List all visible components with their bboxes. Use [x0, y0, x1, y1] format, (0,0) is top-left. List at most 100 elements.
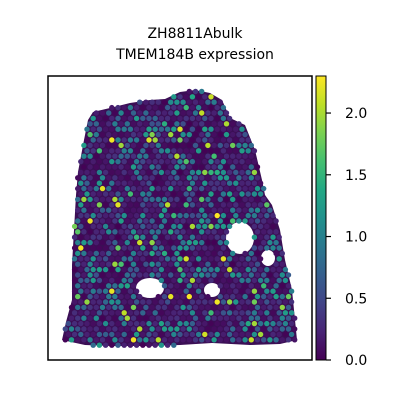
expression-spot	[124, 239, 130, 246]
expression-spot	[239, 169, 245, 176]
expression-spot	[189, 310, 196, 316]
expression-spot	[230, 304, 236, 311]
expression-spot	[205, 304, 211, 311]
expression-spot	[214, 266, 220, 273]
expression-spot	[208, 310, 214, 316]
expression-spot	[177, 245, 183, 251]
expression-spot	[186, 153, 192, 159]
expression-spot	[109, 115, 115, 122]
expression-spot	[264, 202, 270, 208]
expression-spot	[143, 207, 149, 213]
expression-spot	[177, 266, 183, 273]
expression-spot	[115, 180, 121, 186]
expression-spot	[242, 142, 248, 149]
expression-spot	[174, 293, 180, 300]
expression-spot	[186, 293, 192, 300]
expression-spot	[109, 331, 115, 338]
expression-spot	[118, 326, 124, 332]
expression-spot	[87, 283, 93, 289]
expression-spot	[208, 148, 214, 154]
expression-spot	[99, 131, 106, 138]
expression-spot	[214, 137, 220, 143]
expression-spot	[174, 326, 180, 332]
expression-spot	[115, 158, 121, 165]
expression-spot	[254, 272, 261, 278]
expression-spot	[217, 142, 223, 149]
expression-spot	[230, 164, 236, 170]
expression-spot	[164, 234, 171, 240]
expression-spot	[208, 331, 214, 338]
expression-spot	[124, 229, 130, 235]
expression-spot	[158, 310, 165, 316]
expression-spot	[133, 288, 140, 294]
expression-spot	[223, 250, 230, 257]
expression-spot	[189, 331, 196, 338]
expression-spot	[261, 196, 267, 203]
expression-spot	[208, 94, 214, 100]
expression-spot	[174, 315, 180, 321]
expression-spot	[285, 337, 292, 343]
expression-spot	[245, 148, 251, 154]
expression-spot	[127, 256, 134, 262]
expression-spot	[245, 137, 251, 143]
expression-spot	[186, 142, 192, 149]
expression-spot	[177, 115, 183, 122]
expression-spot	[99, 250, 106, 257]
expression-spot	[133, 310, 140, 316]
expression-spot	[180, 272, 186, 278]
expression-spot	[202, 331, 208, 338]
expression-spot	[192, 261, 199, 267]
expression-spot	[124, 164, 130, 170]
expression-spot	[106, 326, 112, 332]
expression-spot	[233, 310, 239, 316]
expression-spot	[199, 185, 205, 192]
expression-spot	[161, 315, 168, 321]
expression-spot	[177, 202, 183, 208]
expression-spot	[285, 283, 292, 289]
expression-spot	[62, 326, 68, 332]
expression-spot	[158, 169, 165, 176]
expression-spot	[75, 239, 81, 246]
expression-spot	[171, 191, 177, 197]
expression-spot	[177, 126, 183, 132]
expression-spot	[208, 137, 214, 143]
expression-spot	[121, 104, 127, 111]
expression-spot	[71, 266, 78, 273]
expression-spot	[124, 218, 130, 224]
expression-spot	[239, 158, 245, 165]
expression-spot	[112, 207, 118, 213]
expression-spot	[189, 115, 196, 122]
expression-spot	[239, 126, 245, 132]
expression-spot	[81, 315, 87, 321]
expression-spot	[161, 207, 168, 213]
expression-spot	[118, 261, 124, 267]
expression-spot	[177, 256, 183, 262]
expression-spot	[171, 104, 177, 111]
expression-spot	[264, 331, 270, 338]
expression-spot	[189, 212, 196, 219]
expression-spot	[267, 326, 273, 332]
expression-spot	[211, 337, 217, 343]
expression-spot	[158, 331, 165, 338]
expression-spot	[96, 277, 103, 284]
expression-spot	[75, 207, 81, 213]
expression-spot	[226, 310, 233, 316]
expression-spot	[183, 299, 189, 305]
expression-spot	[217, 164, 223, 170]
expression-spot	[226, 266, 233, 273]
expression-spot	[236, 153, 242, 159]
expression-spot	[174, 185, 180, 192]
expression-spot	[130, 185, 137, 192]
expression-spot	[254, 185, 261, 192]
colorbar-frame	[315, 75, 327, 361]
expression-spot	[220, 212, 227, 219]
expression-spot	[168, 142, 174, 149]
expression-spot	[118, 185, 124, 192]
expression-spot	[261, 326, 267, 332]
expression-spot	[90, 126, 96, 132]
expression-spot	[264, 212, 270, 219]
expression-spot	[217, 110, 223, 116]
colorbar-tick-label: 2.0	[345, 106, 367, 122]
expression-spot	[124, 153, 130, 159]
expression-spot	[124, 110, 130, 116]
